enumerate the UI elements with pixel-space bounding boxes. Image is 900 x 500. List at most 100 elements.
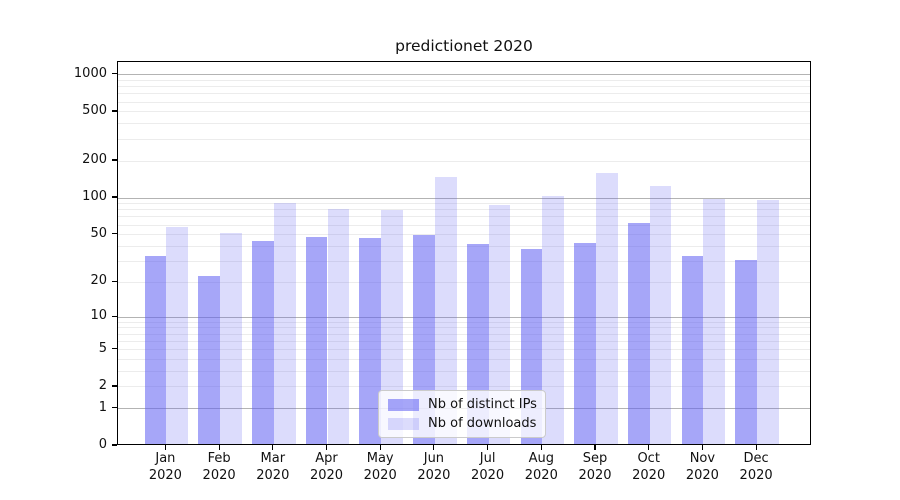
- x-axis-tick-label: Mar 2020: [256, 451, 290, 483]
- x-axis-tick-label: Jul 2020: [471, 451, 505, 483]
- gridline-minor: [118, 160, 810, 162]
- x-axis-tick: [325, 445, 328, 450]
- x-axis-tick-label: Oct 2020: [632, 451, 666, 483]
- gridline-minor: [118, 234, 810, 236]
- y-axis-tick: [112, 444, 117, 446]
- y-axis-tick: [112, 159, 117, 161]
- bar-distinct-ips: [681, 256, 704, 444]
- bar-downloads: [757, 200, 779, 444]
- gridline-minor: [118, 216, 810, 218]
- gridline-minor: [118, 79, 810, 81]
- bar-distinct-ips: [252, 240, 274, 444]
- y-axis-tick: [112, 407, 117, 409]
- x-axis-tick: [433, 445, 435, 450]
- bar-distinct-ips: [359, 238, 382, 444]
- plot-area: [117, 61, 811, 445]
- y-axis-tick: [112, 233, 117, 235]
- bar-downloads: [381, 209, 403, 444]
- bar-downloads: [166, 226, 189, 444]
- gridline-minor: [118, 359, 810, 361]
- x-axis-tick: [272, 445, 274, 450]
- gridline-minor: [118, 86, 810, 88]
- gridline-minor: [118, 138, 810, 140]
- x-axis-tick: [755, 445, 757, 450]
- x-axis-tick: [701, 445, 703, 450]
- gridline-minor: [118, 101, 810, 103]
- x-axis-tick-label: Jan 2020: [148, 451, 182, 483]
- gridline-minor: [118, 111, 810, 113]
- gridline-minor: [118, 340, 810, 342]
- gridline-minor: [118, 321, 810, 323]
- x-axis-tick: [594, 445, 596, 450]
- y-axis-tick: [112, 348, 117, 350]
- gridline-minor: [118, 245, 810, 247]
- gridline-minor: [118, 123, 810, 125]
- gridline-minor: [118, 281, 810, 283]
- y-axis-tick: [112, 280, 117, 282]
- x-axis-tick-label: Sep 2020: [578, 451, 612, 483]
- gridline-minor: [118, 386, 810, 388]
- gridline-minor: [118, 203, 810, 205]
- gridline-minor: [118, 93, 810, 95]
- x-axis-tick: [379, 445, 381, 450]
- y-axis-tick-label: 1: [98, 399, 107, 415]
- gridline-minor: [118, 349, 810, 351]
- x-axis-tick: [648, 445, 650, 450]
- x-axis-tick: [164, 445, 166, 450]
- legend-swatch-downloads: [388, 417, 419, 430]
- bar-downloads: [542, 196, 565, 444]
- gridline-major: [118, 316, 810, 318]
- bar-downloads: [596, 173, 618, 444]
- legend-label-distinct-ips: Nb of distinct IPs: [428, 397, 537, 412]
- legend: Nb of distinct IPs Nb of downloads: [378, 390, 546, 438]
- y-axis-tick-label: 200: [82, 152, 107, 168]
- y-axis-tick-label: 20: [90, 273, 107, 289]
- gridline-minor: [118, 327, 810, 329]
- y-axis-tick: [112, 385, 117, 387]
- x-axis-tick-label: Jun 2020: [417, 451, 451, 483]
- gridline-major: [118, 74, 810, 76]
- y-axis-tick: [112, 110, 117, 112]
- legend-entry: Nb of downloads: [388, 416, 545, 431]
- y-axis-tick-label: 0: [98, 437, 107, 452]
- bar-distinct-ips: [627, 223, 650, 444]
- bar-downloads: [703, 199, 726, 444]
- y-axis-tick-label: 500: [82, 102, 107, 118]
- gridline-minor: [118, 260, 810, 262]
- gridline-minor: [118, 209, 810, 211]
- x-axis-tick-label: Aug 2020: [524, 451, 558, 483]
- y-axis-tick-label: 100: [82, 189, 107, 205]
- y-axis-tick: [112, 315, 117, 317]
- x-axis-tick-label: Dec 2020: [739, 451, 773, 483]
- legend-label-downloads: Nb of downloads: [428, 416, 537, 431]
- y-axis-tick-label: 10: [90, 308, 107, 324]
- bar-distinct-ips: [198, 275, 221, 444]
- y-axis-tick-label: 5: [98, 340, 107, 356]
- bar-downloads: [488, 204, 511, 444]
- gridline-minor: [118, 224, 810, 226]
- bar-distinct-ips: [305, 237, 328, 444]
- x-axis-tick-label: May 2020: [363, 451, 397, 483]
- bar-downloads: [434, 177, 457, 444]
- legend-swatch-distinct-ips: [388, 398, 419, 411]
- y-axis-tick: [112, 73, 117, 75]
- x-axis-tick-label: Nov 2020: [685, 451, 719, 483]
- bar-distinct-ips: [574, 243, 596, 444]
- y-axis-tick-label: 2: [98, 377, 107, 393]
- bar-downloads: [327, 208, 350, 444]
- y-axis-tick-label: 50: [90, 225, 107, 241]
- y-axis-tick: [112, 196, 117, 198]
- gridline-major: [118, 197, 810, 199]
- x-axis-tick: [487, 445, 489, 450]
- chart-title: predictionet 2020: [395, 37, 533, 55]
- legend-entry: Nb of distinct IPs: [388, 397, 545, 412]
- x-axis-tick-label: Apr 2020: [309, 451, 344, 483]
- bar-distinct-ips: [144, 256, 167, 444]
- gridline-minor: [118, 333, 810, 335]
- bar-downloads: [649, 186, 672, 444]
- bar-downloads: [273, 203, 296, 444]
- x-axis-tick: [218, 445, 220, 450]
- x-axis-tick-label: Feb 2020: [202, 451, 236, 483]
- gridline-minor: [118, 371, 810, 372]
